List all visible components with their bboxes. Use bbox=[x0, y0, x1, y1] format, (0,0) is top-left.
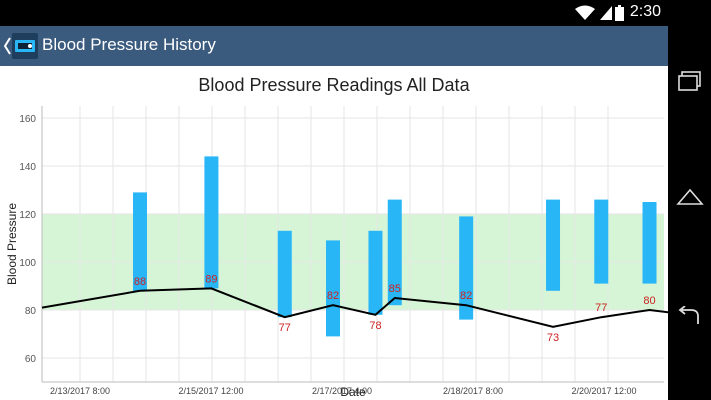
pulse-line bbox=[41, 287, 668, 328]
pulse-label: 80 bbox=[643, 295, 655, 307]
bp-chart: Blood Pressure Readings All Data 60 80 100… bbox=[5, 75, 668, 400]
y-tick-label: 80 bbox=[25, 306, 37, 317]
y-tick-label: 140 bbox=[19, 162, 36, 173]
action-bar: Blood Pressure History bbox=[0, 26, 668, 66]
y-tick-label: 160 bbox=[19, 114, 36, 125]
bp-range-bar bbox=[642, 202, 657, 284]
bp-range-bar bbox=[368, 230, 383, 315]
pulse-label: 88 bbox=[134, 276, 146, 288]
x-tick-label: 2/15/2017 12:00 bbox=[178, 386, 243, 396]
bp-range-bar bbox=[387, 199, 402, 306]
nav-bar bbox=[668, 26, 711, 400]
pulse-label: 85 bbox=[389, 283, 401, 295]
y-axis-label: Blood Pressure bbox=[5, 203, 19, 285]
x-tick-label: 2/20/2017 12:00 bbox=[571, 386, 636, 396]
y-axis-ticks: 60 80 100 120 140 160 bbox=[19, 114, 36, 365]
back-icon[interactable] bbox=[676, 306, 704, 330]
x-tick-label: 2/18/2017 8:00 bbox=[443, 386, 503, 396]
y-tick-label: 60 bbox=[25, 354, 37, 365]
pulse-label: 77 bbox=[595, 302, 607, 314]
chart-title: Blood Pressure Readings All Data bbox=[198, 75, 470, 95]
bp-range-bar bbox=[459, 216, 474, 320]
bp-range-bar bbox=[546, 199, 561, 291]
status-bar: 2:30 bbox=[0, 0, 711, 26]
bp-range-bars bbox=[133, 156, 657, 337]
pulse-label: 82 bbox=[327, 290, 339, 302]
home-icon[interactable] bbox=[676, 186, 704, 210]
wifi-icon bbox=[575, 5, 595, 20]
page-title: Blood Pressure History bbox=[42, 35, 216, 54]
pulse-label: 78 bbox=[369, 320, 381, 332]
pulse-label: 89 bbox=[205, 273, 217, 285]
axes bbox=[41, 106, 664, 383]
bp-range-bar bbox=[277, 230, 292, 318]
signal-icon bbox=[600, 6, 612, 20]
pulse-labels: 8889778278858273778075 bbox=[134, 273, 656, 344]
pulse-label: 73 bbox=[547, 332, 559, 344]
pulse-label: 77 bbox=[279, 322, 291, 334]
bp-range-bar bbox=[204, 156, 219, 289]
x-axis-label: Date bbox=[340, 385, 366, 399]
bp-range-bar bbox=[326, 240, 340, 337]
app-icon[interactable] bbox=[12, 33, 38, 59]
status-time: 2:30 bbox=[629, 3, 661, 20]
bp-range-bar bbox=[133, 192, 147, 291]
y-tick-label: 120 bbox=[19, 210, 36, 221]
back-chevron-icon[interactable] bbox=[3, 36, 11, 56]
app-content: Blood Pressure History Blood Pressure Re… bbox=[0, 26, 668, 400]
battery-icon bbox=[615, 5, 624, 21]
x-tick-label: 2/13/2017 8:00 bbox=[50, 386, 110, 396]
bp-range-bar bbox=[594, 199, 609, 284]
y-tick-label: 100 bbox=[19, 258, 36, 269]
x-tick-label: 2/17/2017 4:00 bbox=[312, 386, 372, 396]
recent-apps-icon[interactable] bbox=[676, 70, 704, 94]
pulse-label: 82 bbox=[460, 290, 472, 302]
